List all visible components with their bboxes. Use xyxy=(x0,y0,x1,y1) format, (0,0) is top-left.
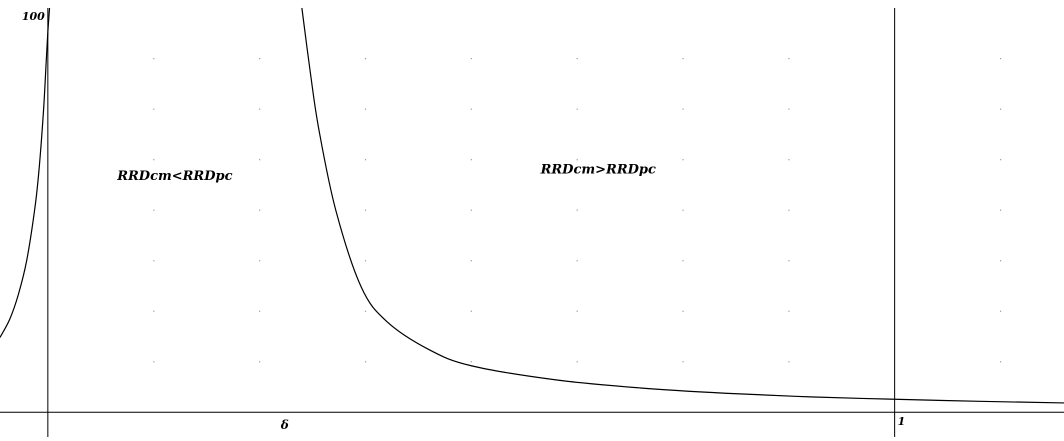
grid-dot xyxy=(364,361,367,363)
grid-dot xyxy=(682,209,684,211)
grid-dot xyxy=(999,310,1002,312)
grid-dot xyxy=(788,108,790,110)
grid-dot xyxy=(364,159,367,161)
grid-dot xyxy=(364,310,367,312)
y-tick-label-100: 100 xyxy=(22,10,45,23)
grid-dot xyxy=(259,159,261,161)
grid-dot xyxy=(470,260,472,262)
grid-dot xyxy=(576,108,578,110)
x-axis-label: δ xyxy=(280,418,289,432)
grid-dot xyxy=(153,361,155,363)
grid-dot xyxy=(470,209,472,211)
grid-dot xyxy=(682,58,684,60)
grid-dots xyxy=(153,58,1002,363)
labels: 100 1 δ RRDcm<RRDpc RRDcm>RRDpc xyxy=(22,10,905,432)
axes xyxy=(0,8,1064,437)
grid-dot xyxy=(364,209,367,211)
grid-dot xyxy=(153,108,155,110)
grid-dot xyxy=(999,260,1002,262)
grid-dot xyxy=(259,310,261,312)
curves xyxy=(0,7,1064,404)
grid-dot xyxy=(470,159,472,161)
grid-dot xyxy=(259,361,261,363)
grid-dot xyxy=(682,108,684,110)
grid-dot xyxy=(153,209,155,211)
grid-dot xyxy=(788,58,790,60)
grid-dot xyxy=(788,310,790,312)
grid-dot xyxy=(153,58,155,60)
grid-dot xyxy=(576,209,578,211)
grid-dot xyxy=(576,159,578,161)
grid-dot xyxy=(153,159,155,161)
grid-dot xyxy=(788,260,790,262)
grid-dot xyxy=(682,310,684,312)
grid-dot xyxy=(364,260,367,262)
grid-dot xyxy=(682,361,684,363)
grid-dot xyxy=(259,260,261,262)
grid-dot xyxy=(470,361,472,363)
grid-dot xyxy=(999,361,1002,363)
grid-dot xyxy=(999,108,1002,110)
grid-dot xyxy=(364,108,367,110)
grid-dot xyxy=(259,209,261,211)
grid-dot xyxy=(999,209,1002,211)
grid-dot xyxy=(153,260,155,262)
x-tick-label-1: 1 xyxy=(898,415,906,428)
grid-dot xyxy=(576,361,578,363)
grid-dot xyxy=(259,108,261,110)
grid-dot xyxy=(470,310,472,312)
grid-dot xyxy=(788,159,790,161)
curve-right xyxy=(301,7,1064,404)
grid-dot xyxy=(470,108,472,110)
region-label-cm-greater-pc: RRDcm>RRDpc xyxy=(540,163,656,178)
grid-dot xyxy=(788,361,790,363)
grid-dot xyxy=(576,58,578,60)
grid-dot xyxy=(364,58,367,60)
grid-dot xyxy=(576,310,578,312)
grid-dot xyxy=(153,310,155,312)
grid-dot xyxy=(682,260,684,262)
grid-dot xyxy=(259,58,261,60)
grid-dot xyxy=(999,159,1002,161)
grid-dot xyxy=(999,58,1002,60)
grid-dot xyxy=(788,209,790,211)
curve-left xyxy=(0,7,51,338)
region-label-cm-less-pc: RRDcm<RRDpc xyxy=(116,169,232,184)
grid-dot xyxy=(682,159,684,161)
grid-dot xyxy=(470,58,472,60)
grid-dot xyxy=(576,260,578,262)
